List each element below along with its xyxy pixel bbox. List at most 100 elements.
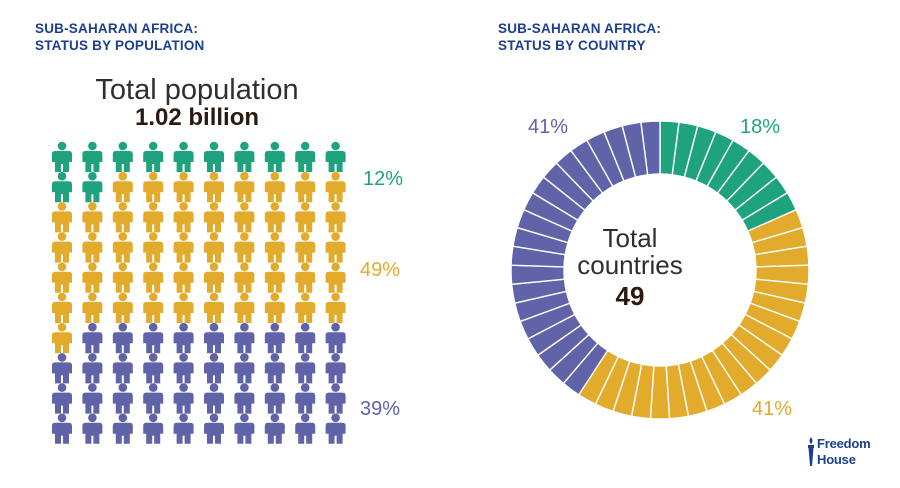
person-icon [234, 413, 255, 444]
person-icon [295, 141, 316, 172]
person-icon [204, 232, 224, 263]
person-icon [82, 202, 103, 233]
person-icon [234, 141, 255, 172]
person-icon [52, 262, 72, 293]
person-icon [112, 202, 133, 233]
person-icon [82, 232, 103, 263]
person-icon [52, 171, 72, 203]
person-icon [143, 232, 164, 263]
person-icon [264, 413, 285, 444]
donut-center-label-line1: Total [602, 223, 658, 253]
person-icon [325, 383, 346, 414]
population-percent-label-free: 12% [363, 168, 404, 190]
person-icon [204, 353, 224, 384]
person-icon [173, 171, 194, 203]
person-icon [82, 171, 103, 203]
person-icon [173, 353, 194, 384]
person-icon [264, 292, 285, 323]
donut-segment [640, 120, 661, 176]
person-icon [204, 202, 224, 233]
person-icon [52, 232, 72, 263]
person-icon [234, 322, 255, 354]
left-panel-title-line2: STATUS BY POPULATION [35, 38, 205, 53]
person-icon [204, 322, 224, 354]
person-icon [325, 322, 346, 354]
person-icon [173, 202, 194, 233]
person-icon [264, 353, 285, 384]
person-icon [204, 262, 224, 293]
person-icon [173, 262, 194, 293]
person-icon [82, 383, 103, 414]
left-panel-title-line1: SUB-SAHARAN AFRICA: [35, 21, 199, 36]
person-icon [234, 232, 255, 263]
logo-text-line2: House [817, 452, 856, 467]
person-icon [325, 202, 346, 233]
person-icon [264, 262, 285, 293]
person-icon [52, 141, 72, 172]
donut-center-label-line2: countries [577, 250, 683, 280]
person-icon [52, 292, 72, 323]
person-icon [112, 171, 133, 203]
person-icon [325, 292, 346, 323]
logo-text-line1: Freedom [817, 436, 871, 451]
person-icon [325, 353, 346, 384]
person-icon [264, 171, 285, 203]
person-icon [52, 322, 72, 354]
person-icon [143, 292, 164, 323]
person-icon [325, 232, 346, 263]
person-icon [143, 141, 164, 172]
person-icon [234, 171, 255, 203]
person-icon [143, 202, 164, 233]
person-icon [82, 353, 103, 384]
person-icon [325, 171, 346, 203]
person-icon [295, 322, 316, 354]
person-icon [295, 171, 316, 203]
person-icon [82, 141, 103, 172]
person-icon [112, 413, 133, 444]
person-icon [264, 232, 285, 263]
person-icon [82, 292, 103, 323]
right-panel-title: SUB-SAHARAN AFRICA: STATUS BY COUNTRY [498, 20, 661, 54]
person-icon [112, 322, 133, 354]
population-percent-label-partly-free: 49% [360, 259, 401, 281]
person-icon [325, 262, 346, 293]
person-icon [112, 383, 133, 414]
total-population-label: Total population [95, 74, 299, 106]
donut-center-value: 49 [615, 281, 645, 311]
person-icon [295, 383, 316, 414]
person-icon [295, 232, 316, 263]
person-icon [143, 171, 164, 203]
person-icon [234, 383, 255, 414]
country-percent-label-not-free: 41% [528, 116, 569, 138]
person-icon [82, 262, 103, 293]
person-icon [295, 202, 316, 233]
person-icon [204, 171, 224, 203]
person-icon [112, 292, 133, 323]
person-icon [112, 353, 133, 384]
left-panel-title: SUB-SAHARAN AFRICA: STATUS BY POPULATION [35, 20, 205, 54]
person-icon [295, 413, 316, 444]
person-icon [204, 413, 224, 444]
person-icon [173, 383, 194, 414]
person-icon [143, 353, 164, 384]
person-icon [264, 383, 285, 414]
person-icon [325, 141, 346, 172]
person-icon [143, 413, 164, 444]
country-percent-label-partly-free: 41% [752, 398, 793, 420]
right-panel-title-line1: SUB-SAHARAN AFRICA: [498, 21, 662, 36]
person-icon [173, 322, 194, 354]
person-icon [325, 413, 346, 444]
person-icon [112, 232, 133, 263]
person-icon [143, 262, 164, 293]
total-population-value: 1.02 billion [134, 104, 260, 131]
person-icon [234, 353, 255, 384]
person-icon [52, 202, 72, 233]
freedom-house-logo: Freedom House [806, 434, 886, 474]
person-icon [234, 262, 255, 293]
person-icon [112, 141, 133, 172]
person-icon [112, 262, 133, 293]
person-icon [173, 141, 194, 172]
person-icon [234, 202, 255, 233]
person-icon [52, 353, 72, 384]
person-icon [143, 322, 164, 354]
